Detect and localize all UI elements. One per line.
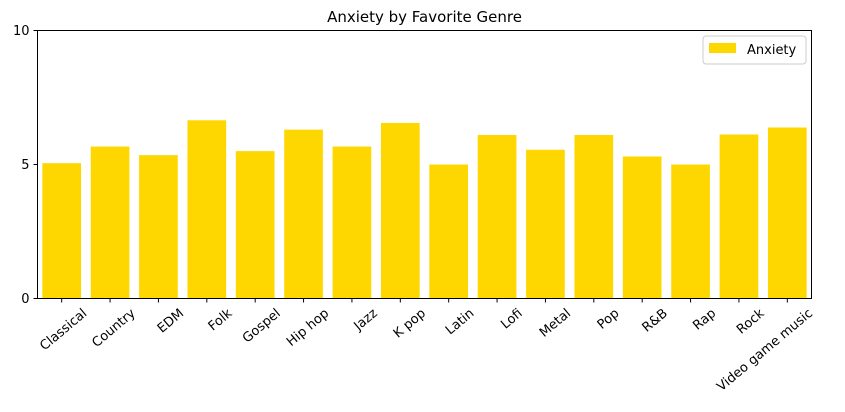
bar bbox=[477, 135, 517, 299]
bar bbox=[42, 163, 82, 299]
bar bbox=[429, 164, 469, 299]
bar bbox=[574, 135, 614, 299]
bar bbox=[526, 149, 565, 299]
x-tick-label: Rap bbox=[690, 306, 719, 334]
bar bbox=[332, 146, 372, 299]
x-tick-label: Metal bbox=[537, 306, 574, 341]
x-tick-label: Gospel bbox=[240, 306, 284, 346]
x-axis: Classical Country EDM Folk Gospel Hip hop Jazz… bbox=[37, 298, 816, 395]
y-axis: 0 5 10 bbox=[13, 24, 38, 307]
x-tick-label: Hip hop bbox=[284, 306, 332, 350]
bar bbox=[719, 134, 759, 299]
y-tick-label: 0 bbox=[21, 292, 29, 307]
x-tick-label: Lofi bbox=[498, 306, 525, 332]
bar-group bbox=[42, 120, 807, 299]
legend-swatch bbox=[709, 43, 736, 53]
x-tick-label: EDM bbox=[155, 306, 187, 336]
x-tick-label: Jazz bbox=[351, 306, 381, 335]
bar bbox=[235, 151, 275, 299]
bar bbox=[622, 156, 662, 299]
chart-title: Anxiety by Favorite Genre bbox=[327, 8, 522, 26]
x-tick-label: Pop bbox=[595, 306, 623, 333]
x-tick-label: K pop bbox=[391, 306, 429, 341]
x-tick-label: R&B bbox=[640, 306, 671, 336]
plot-frame bbox=[37, 30, 812, 299]
x-tick-label: Rock bbox=[734, 306, 768, 338]
bar bbox=[671, 164, 710, 299]
x-tick-label: Latin bbox=[443, 306, 477, 338]
legend: Anxiety bbox=[702, 35, 807, 65]
bar bbox=[284, 129, 323, 299]
bar bbox=[380, 122, 420, 299]
y-tick-label: 5 bbox=[21, 158, 29, 173]
x-tick-label: Classical bbox=[37, 306, 90, 354]
bar bbox=[90, 146, 130, 299]
bar bbox=[139, 155, 178, 299]
bar bbox=[187, 120, 227, 299]
bar bbox=[767, 127, 807, 299]
x-tick-label: Country bbox=[89, 306, 138, 351]
x-tick-label: Folk bbox=[206, 306, 236, 335]
y-tick-label: 10 bbox=[13, 24, 30, 39]
legend-label: Anxiety bbox=[747, 43, 797, 58]
